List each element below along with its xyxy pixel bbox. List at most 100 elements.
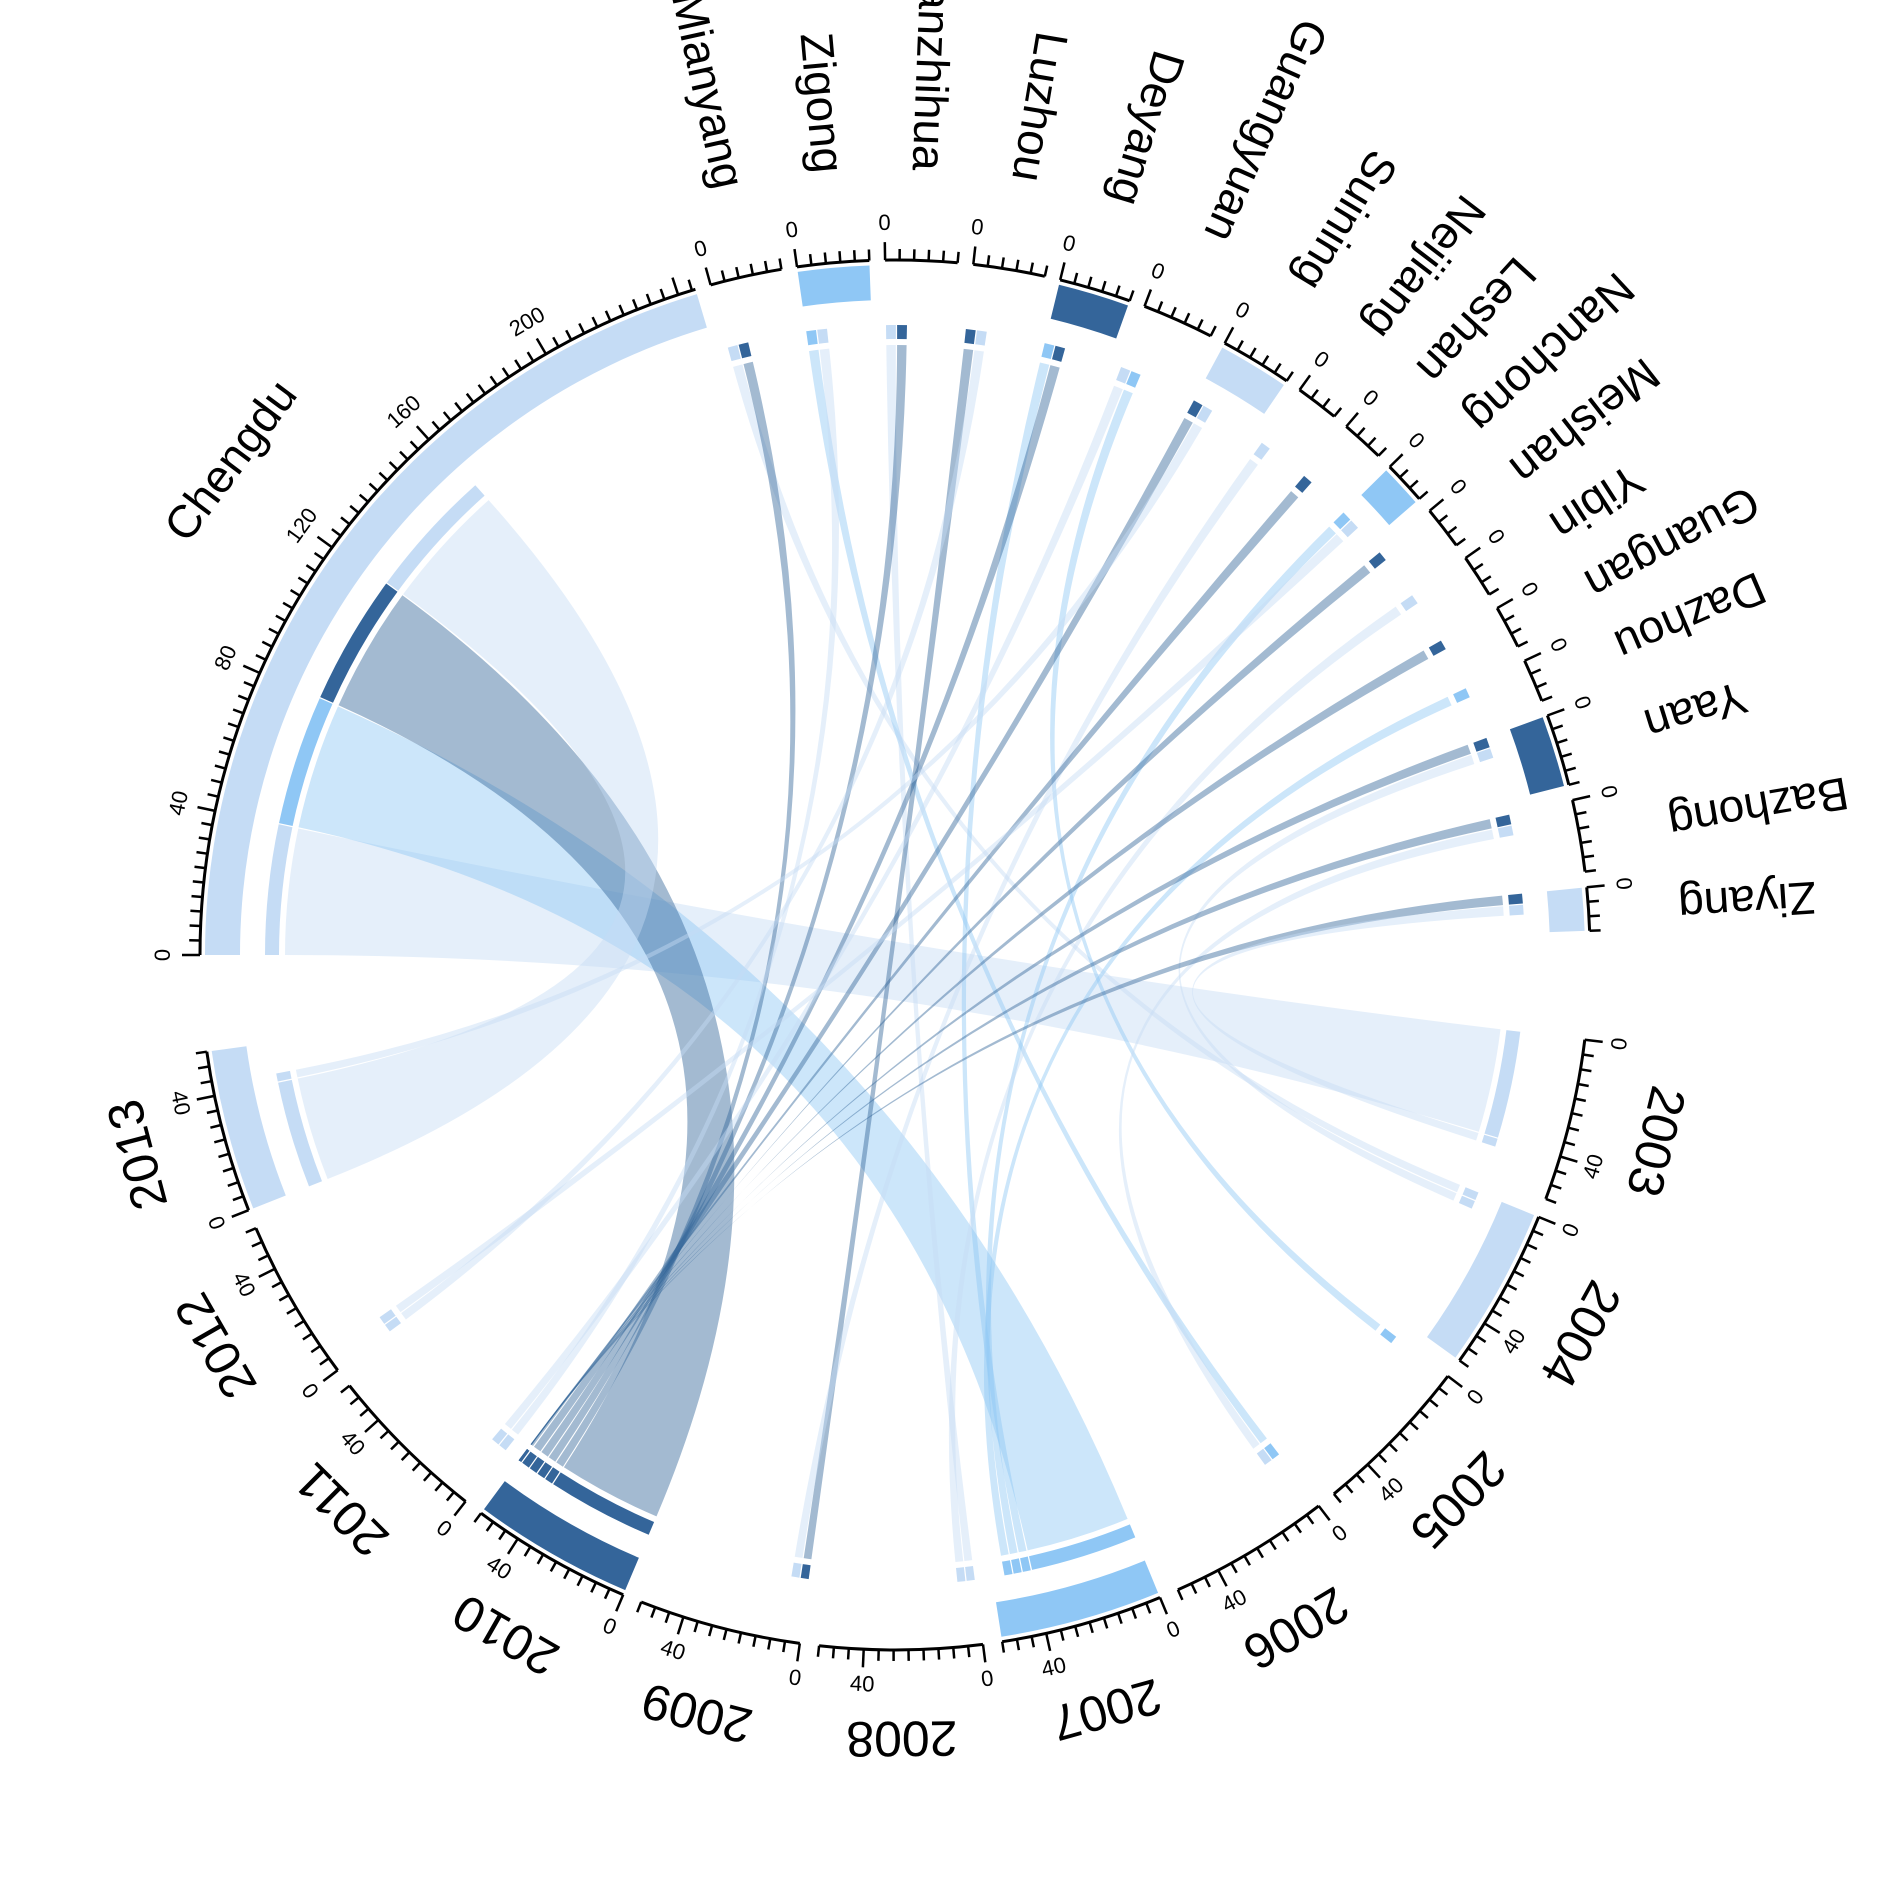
axis-tick xyxy=(1503,614,1515,622)
axis-tick xyxy=(631,298,639,311)
axis-tick xyxy=(1043,265,1049,277)
axis-tick xyxy=(1582,854,1595,859)
axis-tick xyxy=(952,1647,956,1659)
axis-tick xyxy=(442,411,452,422)
axis-tick xyxy=(1538,1215,1556,1225)
axis-tick xyxy=(793,248,799,268)
tick-label: 40 xyxy=(658,1634,689,1665)
axis-tick xyxy=(243,680,255,688)
axis-tick xyxy=(359,1407,370,1417)
tick-label: 0 xyxy=(203,1213,231,1234)
ribbon-nanchong-2007 xyxy=(985,526,1336,1555)
axis-tick xyxy=(1560,752,1573,758)
axis-tick xyxy=(1408,1421,1419,1431)
tick-label: 40 xyxy=(1039,1652,1068,1682)
axis-arc-leshan xyxy=(1345,425,1380,457)
axis-tick xyxy=(378,471,389,482)
ribbon-end-mark xyxy=(278,1079,322,1187)
block-nanchong xyxy=(1361,470,1416,526)
tick-label: 0 xyxy=(1462,1384,1489,1409)
axis-tick xyxy=(563,1568,571,1580)
ribbon-end-mark xyxy=(897,325,907,340)
axis-tick xyxy=(618,304,625,316)
group-label-yaan: Yaan xyxy=(1638,671,1753,751)
axis-tick xyxy=(1398,468,1409,479)
axis-tick xyxy=(1551,724,1564,731)
axis-tick xyxy=(434,1481,444,1492)
axis-tick xyxy=(196,1094,215,1101)
axis-tick xyxy=(1114,285,1121,297)
group-label-luzhou: Luzhou xyxy=(1002,28,1078,185)
tick-label: 0 xyxy=(1403,427,1429,453)
axis-tick xyxy=(1015,259,1020,271)
axis-tick xyxy=(358,493,369,503)
axis-tick xyxy=(409,440,420,451)
axis-tick xyxy=(1587,899,1600,904)
ribbon-end-mark xyxy=(1476,748,1494,763)
ribbon-end-mark xyxy=(1029,1524,1136,1570)
axis-tick xyxy=(214,764,226,770)
axis-tick xyxy=(1145,1602,1152,1614)
axis-tick xyxy=(831,1647,836,1659)
axis-tick xyxy=(1190,1583,1198,1595)
axis-tick xyxy=(671,277,680,296)
axis-arc-ziyang xyxy=(1585,887,1592,931)
axis-tick xyxy=(1073,1625,1080,1638)
axis-tick xyxy=(941,250,946,262)
ribbon-end-mark xyxy=(276,1070,292,1082)
tick-label: 0 xyxy=(1358,384,1384,411)
axis-tick xyxy=(278,1294,290,1302)
ribbon-end-mark xyxy=(320,583,398,703)
axis-tick xyxy=(227,1181,239,1187)
axis-tick xyxy=(465,392,475,404)
axis-tick xyxy=(286,1307,298,1315)
axis-tick xyxy=(197,805,216,813)
axis-tick xyxy=(1588,914,1600,918)
axis-tick xyxy=(1428,1398,1439,1408)
axis-tick xyxy=(399,450,409,461)
axis-tick xyxy=(1230,1562,1238,1574)
axis-tick xyxy=(275,614,287,623)
axis-tick xyxy=(1223,326,1235,344)
axis-tick xyxy=(735,266,740,279)
tick-label: 0 xyxy=(784,216,800,242)
axis-tick xyxy=(364,1418,380,1433)
axis-tick xyxy=(1437,1386,1449,1396)
ribbon-end-mark xyxy=(956,1567,966,1582)
axis-arc-2013 xyxy=(205,1051,250,1211)
axis-tick xyxy=(485,1521,495,1532)
axis-tick xyxy=(1480,575,1492,584)
axis-tick xyxy=(1029,262,1035,274)
axis-tick xyxy=(368,482,379,492)
ribbon-ziyang-2003 xyxy=(1192,906,1504,1141)
axis-tick xyxy=(1321,397,1331,409)
tick-label: 0 xyxy=(150,949,175,961)
axis-tick xyxy=(986,255,991,267)
axis-tick xyxy=(379,1429,390,1440)
tick-label: 0 xyxy=(691,235,709,262)
ribbon-end-mark xyxy=(1380,1328,1397,1344)
axis-tick xyxy=(232,708,244,715)
tick-label: 0 xyxy=(980,1665,995,1691)
ribbon-end-mark xyxy=(886,325,896,340)
axis-tick xyxy=(191,894,203,899)
axis-tick xyxy=(1128,290,1135,302)
block-ziyang xyxy=(1546,887,1585,933)
axis-arc-meishan xyxy=(1428,509,1458,547)
axis-tick xyxy=(190,909,202,913)
ribbon-end-mark xyxy=(385,1316,401,1332)
ribbon-end-mark xyxy=(529,1456,545,1473)
axis-tick xyxy=(197,1065,210,1070)
axis-tick xyxy=(1377,1453,1388,1463)
ribbon-end-mark xyxy=(964,329,976,345)
group-label-2003: 2003 xyxy=(1616,1081,1697,1202)
axis-tick xyxy=(536,1553,545,1565)
ribbon-end-mark xyxy=(1295,475,1312,493)
tick-label: 0 xyxy=(787,1664,803,1690)
group-label-2012: 2012 xyxy=(164,1284,268,1408)
group-label-chengdu: Chengdu xyxy=(153,370,306,551)
ribbon-end-mark xyxy=(279,698,333,826)
axis-tick xyxy=(514,359,523,370)
axis-tick xyxy=(956,251,960,263)
axis-tick xyxy=(1572,794,1591,802)
